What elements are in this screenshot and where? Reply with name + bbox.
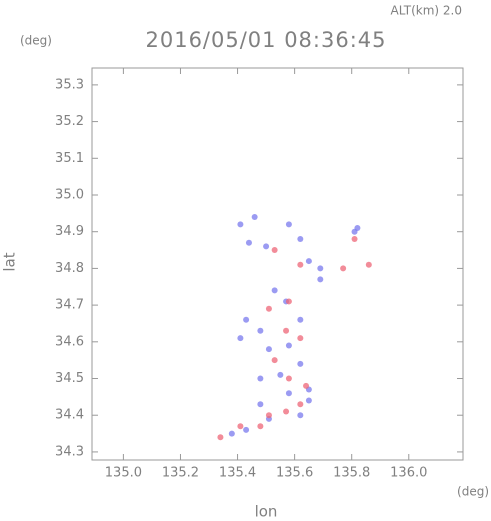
y-tick-label: 34.9 [55,224,84,239]
echo-point [271,287,278,294]
y-tick-label: 34.7 [55,298,84,313]
echo-point [237,423,244,430]
echo-point [285,298,292,305]
echo-point [228,430,235,437]
echo-point [340,265,347,272]
echo-point [237,221,244,228]
echo-point [257,375,264,382]
x-tick-label: 135.2 [162,466,199,481]
x-tick-label: 135.8 [333,466,370,481]
echo-point [271,357,278,364]
echo-point [297,360,304,367]
echo-point [243,426,250,433]
echo-point [257,401,264,408]
echo-point [297,401,304,408]
echo-point [251,214,258,221]
y-tick-label: 34.5 [55,371,84,386]
echo-point [305,258,312,265]
echo-point [217,434,224,441]
y-tick-label: 35.2 [55,114,84,129]
echo-point [243,316,250,323]
echo-point [297,412,304,419]
echo-point [265,305,272,312]
x-tick-label: 135.4 [219,466,256,481]
y-tick-label: 34.3 [55,444,84,459]
echo-point [303,382,310,389]
echo-point [285,342,292,349]
y-tick-label: 35.1 [55,151,84,166]
echo-point [354,225,361,232]
echo-point [265,412,272,419]
x-tick-label: 135.0 [105,466,142,481]
x-tick-label: 135.6 [276,466,313,481]
echo-point [317,276,324,283]
echo-point [257,327,264,334]
echo-point [297,261,304,268]
x-tick-label: 136.0 [390,466,427,481]
echo-point [297,316,304,323]
y-tick-label: 35.0 [55,187,84,202]
x-axis-label: lon [255,503,278,521]
echo-point [245,239,252,246]
subtitle: ALT(km) 2.0 [391,4,462,18]
echo-point [297,335,304,342]
y-tick-label: 35.3 [55,77,84,92]
plot-frame [91,67,464,461]
y-unit: (deg) [20,34,52,48]
echo-point [263,243,270,250]
echo-point [305,397,312,404]
echo-point [237,335,244,342]
echo-point [351,236,358,243]
echo-point [285,375,292,382]
echo-point [365,261,372,268]
x-unit: (deg) [457,485,489,499]
echo-point [257,423,264,430]
echo-point [285,390,292,397]
y-axis-label: lat [1,252,19,271]
echo-point [285,221,292,228]
echo-point [271,247,278,254]
y-tick-label: 34.4 [55,408,84,423]
echo-point [283,408,290,415]
y-tick-label: 34.6 [55,334,84,349]
y-tick-label: 34.8 [55,261,84,276]
echo-point [317,265,324,272]
echo-point [265,346,272,353]
echo-point [277,371,284,378]
echo-point [297,236,304,243]
echo-point [283,327,290,334]
chart-title: 2016/05/01 08:36:45 [145,28,386,52]
